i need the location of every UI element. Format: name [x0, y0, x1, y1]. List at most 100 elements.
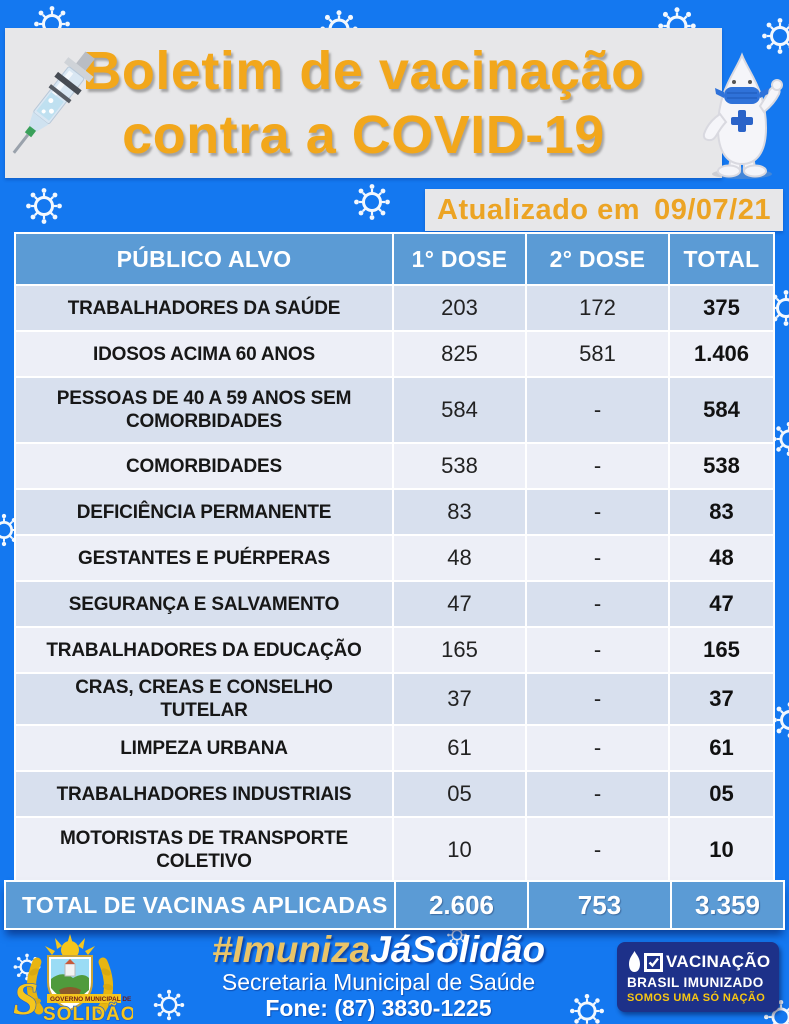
row-total: 538 — [670, 444, 773, 488]
footer-center: #ImunizaJáSolidão Secretaria Municipal d… — [140, 930, 617, 1022]
column-header-2: 2° DOSE — [527, 234, 668, 284]
table-row: MOTORISTAS DE TRANSPORTE COLETIVO 10-10 — [16, 818, 773, 882]
virus-icon — [352, 182, 392, 222]
row-label: TRABALHADORES INDUSTRIAIS — [16, 772, 392, 816]
row-dose2: - — [527, 726, 668, 770]
secretariat-label: Secretaria Municipal de Saúde — [221, 969, 536, 995]
row-label: SEGURANÇA E SALVAMENTO — [16, 582, 392, 626]
footer: S GOVERNO MUNICIPAL DE SOLIDÃO #ImunizaJ… — [0, 930, 789, 1024]
row-label: DEFICIÊNCIA PERMANENTE — [16, 490, 392, 534]
row-dose1: 10 — [394, 818, 525, 882]
updated-date: 09/07/21 — [654, 193, 771, 226]
page-title-line2: contra a COVID-19 — [122, 105, 605, 165]
row-dose1: 05 — [394, 772, 525, 816]
row-total: 47 — [670, 582, 773, 626]
campaign-hashtag: #ImunizaJáSolidão — [140, 930, 617, 970]
coa-small-text: GOVERNO MUNICIPAL DE — [50, 996, 132, 1003]
row-dose2: - — [527, 490, 668, 534]
row-total: 37 — [670, 674, 773, 724]
row-label: CRAS, CREAS E CONSELHO TUTELAR — [16, 674, 392, 724]
syringe-icon — [2, 42, 102, 187]
row-dose2: - — [527, 674, 668, 724]
table-row: TRABALHADORES INDUSTRIAIS 05-05 — [16, 772, 773, 816]
ze-gotinha-silhouette-icon — [629, 951, 640, 972]
row-dose1: 37 — [394, 674, 525, 724]
row-label: PESSOAS DE 40 A 59 ANOS SEM COMORBIDADES — [16, 378, 392, 442]
coa-municipality-name: SOLIDÃO — [43, 1003, 133, 1024]
table-row: TRABALHADORES DA EDUCAÇÃO 165-165 — [16, 628, 773, 672]
row-label: TRABALHADORES DA EDUCAÇÃO — [16, 628, 392, 672]
row-total: 10 — [670, 818, 773, 882]
updated-label: Atualizado em — [437, 193, 641, 226]
row-dose1: 538 — [394, 444, 525, 488]
table-row: COMORBIDADES 538-538 — [16, 444, 773, 488]
row-dose2: 172 — [527, 286, 668, 330]
header-banner: Boletim de vacinação contra a COVID-19 — [5, 28, 722, 178]
row-dose2: - — [527, 818, 668, 882]
row-dose2: - — [527, 582, 668, 626]
row-dose2: - — [527, 772, 668, 816]
row-dose2: - — [527, 536, 668, 580]
table-row: SEGURANÇA E SALVAMENTO 47-47 — [16, 582, 773, 626]
row-dose2: - — [527, 444, 668, 488]
hashtag-part1: #Imuniza — [211, 929, 371, 970]
row-total: 83 — [670, 490, 773, 534]
row-label: COMORBIDADES — [16, 444, 392, 488]
column-header-1: 1° DOSE — [394, 234, 525, 284]
badge-line1: VACINAÇÃO — [666, 952, 771, 971]
updated-text: Atualizado em 09/07/21 — [437, 194, 771, 227]
vaccination-table: PÚBLICO ALVO 1° DOSE 2° DOSE TOTAL TRABALHA… — [14, 232, 775, 884]
ze-gotinha-mascot-icon — [696, 52, 788, 185]
row-dose2: 581 — [527, 332, 668, 376]
virus-icon — [24, 186, 64, 226]
row-label: MOTORISTAS DE TRANSPORTE COLETIVO — [16, 818, 392, 882]
hashtag-part2: JáSolidão — [370, 929, 546, 970]
row-dose1: 61 — [394, 726, 525, 770]
row-label: LIMPEZA URBANA — [16, 726, 392, 770]
row-dose1: 83 — [394, 490, 525, 534]
table-row: TRABALHADORES DA SAÚDE 203 172 375 — [16, 286, 773, 330]
row-total: 165 — [670, 628, 773, 672]
table-header-row: PÚBLICO ALVO 1° DOSE 2° DOSE TOTAL — [16, 234, 773, 284]
total-total: 3.359 — [672, 882, 783, 928]
table-row: LIMPEZA URBANA 61-61 — [16, 726, 773, 770]
row-dose1: 584 — [394, 378, 525, 442]
virus-icon — [760, 16, 789, 56]
total-dose2: 753 — [529, 882, 670, 928]
row-total: 48 — [670, 536, 773, 580]
row-dose1: 825 — [394, 332, 525, 376]
table-total-row: TOTAL DE VACINAS APLICADAS 2.606 753 3.3… — [4, 880, 785, 930]
row-dose1: 165 — [394, 628, 525, 672]
badge-line2: BRASIL IMUNIZADO — [627, 975, 764, 990]
row-label: TRABALHADORES DA SAÚDE — [16, 286, 392, 330]
table-row: PESSOAS DE 40 A 59 ANOS SEM COMORBIDADES… — [16, 378, 773, 442]
column-header-3: TOTAL — [670, 234, 773, 284]
row-dose2: - — [527, 628, 668, 672]
municipal-coat-of-arms: S GOVERNO MUNICIPAL DE SOLIDÃO — [0, 930, 140, 1024]
row-dose1: 203 — [394, 286, 525, 330]
updated-banner: Atualizado em 09/07/21 — [425, 189, 783, 231]
page-title-line1: Boletim de vacinação — [82, 41, 645, 101]
badge-line3: SOMOS UMA SÓ NAÇÃO — [627, 992, 766, 1004]
row-total: 375 — [670, 286, 773, 330]
total-label: TOTAL DE VACINAS APLICADAS — [6, 882, 394, 928]
table-row: CRAS, CREAS E CONSELHO TUTELAR 37-37 — [16, 674, 773, 724]
table-row: IDOSOS ACIMA 60 ANOS 825 581 1.406 — [16, 332, 773, 376]
brasil-imunizado-badge: VACINAÇÃO BRASIL IMUNIZADO SOMOS UMA SÓ … — [617, 942, 779, 1012]
row-dose1: 48 — [394, 536, 525, 580]
row-total: 584 — [670, 378, 773, 442]
total-dose1: 2.606 — [396, 882, 527, 928]
row-dose1: 47 — [394, 582, 525, 626]
row-dose2: - — [527, 378, 668, 442]
table-row: GESTANTES E PUÉRPERAS 48-48 — [16, 536, 773, 580]
phone-number: Fone: (87) 3830-1225 — [265, 995, 492, 1021]
column-header-0: PÚBLICO ALVO — [16, 234, 392, 284]
svg-text:S: S — [13, 973, 39, 1024]
table-row: DEFICIÊNCIA PERMANENTE 83-83 — [16, 490, 773, 534]
row-label: IDOSOS ACIMA 60 ANOS — [16, 332, 392, 376]
row-total: 61 — [670, 726, 773, 770]
row-label: GESTANTES E PUÉRPERAS — [16, 536, 392, 580]
row-total: 05 — [670, 772, 773, 816]
row-total: 1.406 — [670, 332, 773, 376]
